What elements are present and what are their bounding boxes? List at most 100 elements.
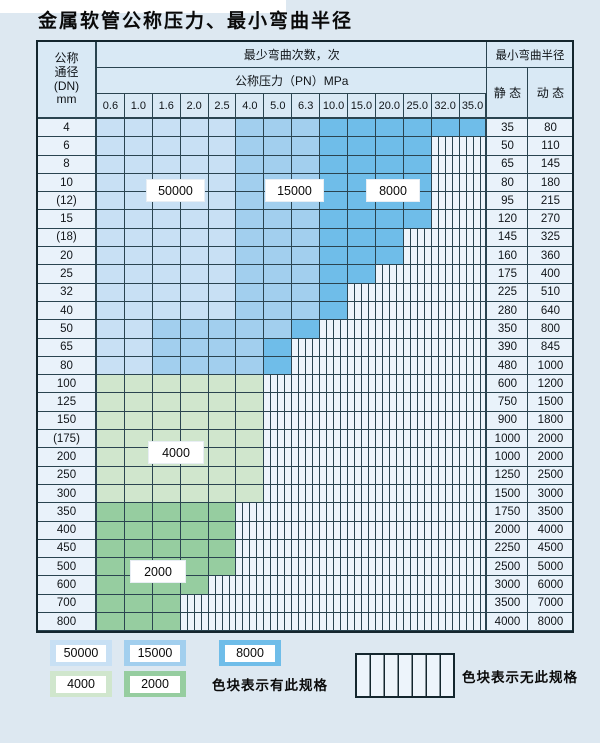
no-spec-cell [180,613,209,632]
spec-cell [180,539,209,559]
no-spec-cell [375,301,404,321]
scan-artifact-strip [0,0,286,13]
spec-cell [124,301,153,321]
no-spec-cell [320,430,349,449]
spec-cell [264,356,293,376]
spec-cell [180,301,209,321]
no-spec-cell [348,356,376,376]
spec-cell [124,119,153,138]
spec-cell [124,265,153,284]
spec-cell [236,283,265,302]
no-spec-cell [292,503,321,522]
dn-label-cell: 25 [38,265,97,284]
no-spec-cell [403,466,432,485]
spec-cell [97,155,125,174]
spec-cell [180,558,209,577]
spec-cell [97,539,125,559]
no-spec-cell [320,393,349,412]
no-spec-cell [320,576,349,595]
no-spec-cell [403,283,432,302]
spec-cell [264,301,293,321]
dn-label-cell: 200 [38,448,97,467]
dn-label-cell: 50 [38,320,97,339]
pressure-col-header: 20.0 [375,94,404,119]
dn-label-cell: 350 [38,503,97,522]
no-spec-cell [403,503,432,522]
spec-cell [180,576,209,595]
dn-header-line: 通径 [54,64,79,79]
dynamic-radius-cell: 2000 [528,430,573,449]
spec-cell [97,228,125,248]
spec-cell [152,137,181,156]
dn-label-cell: 6 [38,137,97,156]
no-spec-cell [459,466,488,485]
spec-cell [124,484,153,504]
no-spec-cell [403,265,432,284]
no-spec-caption: 色块表示无此规格 [462,670,578,685]
no-spec-cell [459,411,488,431]
no-spec-cell [264,411,293,431]
legend-swatch-15000: 15000 [124,640,186,666]
no-spec-cell [264,613,293,632]
spec-cell [208,430,237,449]
dn-header-line: (DN) [53,78,80,93]
static-radius-cell: 65 [487,155,529,174]
no-spec-cell [403,228,432,248]
static-radius-cell: 900 [487,411,529,431]
no-spec-cell [292,539,321,559]
spec-cell [348,265,376,284]
spec-cell [124,503,153,522]
no-spec-cell [459,301,488,321]
spec-cell [124,192,153,211]
no-spec-cell [375,576,404,595]
no-spec-cell [264,539,293,559]
spec-cell [208,301,237,321]
no-spec-cell [459,375,488,394]
spec-cell [320,228,349,248]
no-spec-cell [236,521,265,540]
spec-cell [403,137,432,156]
no-spec-cell [348,576,376,595]
spec-cell [152,155,181,174]
dynamic-radius-cell: 80 [528,119,573,138]
static-radius-cell: 350 [487,320,529,339]
no-spec-cell [431,283,460,302]
spec-cell [236,210,265,229]
spec-cell [292,247,321,266]
spec-cell [180,466,209,485]
spec-cell [152,301,181,321]
spec-cell [320,119,349,138]
legend-swatch-8000: 8000 [219,640,281,666]
pressure-col-header: 25.0 [403,94,432,119]
spec-cell [264,283,293,302]
no-spec-cell [431,173,460,193]
dn-label-cell: 80 [38,356,97,376]
spec-cell [97,320,125,339]
no-spec-cell [320,521,349,540]
spec-cell [152,283,181,302]
dynamic-radius-cell: 7000 [528,594,573,614]
no-spec-cell [431,613,460,632]
spec-cell [264,320,293,339]
spec-cell [375,155,404,174]
spec-cell [208,119,237,138]
no-spec-cell [320,448,349,467]
dn-label-cell: 400 [38,521,97,540]
no-spec-cell [375,466,404,485]
spec-cell [348,228,376,248]
no-spec-cell [459,393,488,412]
dn-label-cell: 15 [38,210,97,229]
spec-cell [292,320,321,339]
no-spec-cell [403,484,432,504]
no-spec-cell [375,430,404,449]
spec-cell [208,539,237,559]
spec-cell [180,338,209,357]
spec-cell [152,228,181,248]
dynamic-radius-cell: 145 [528,155,573,174]
static-radius-cell: 750 [487,393,529,412]
spec-cell [97,576,125,595]
pressure-col-header: 15.0 [348,94,376,119]
spec-cell [264,119,293,138]
spec-cell [292,265,321,284]
no-spec-cell [292,430,321,449]
